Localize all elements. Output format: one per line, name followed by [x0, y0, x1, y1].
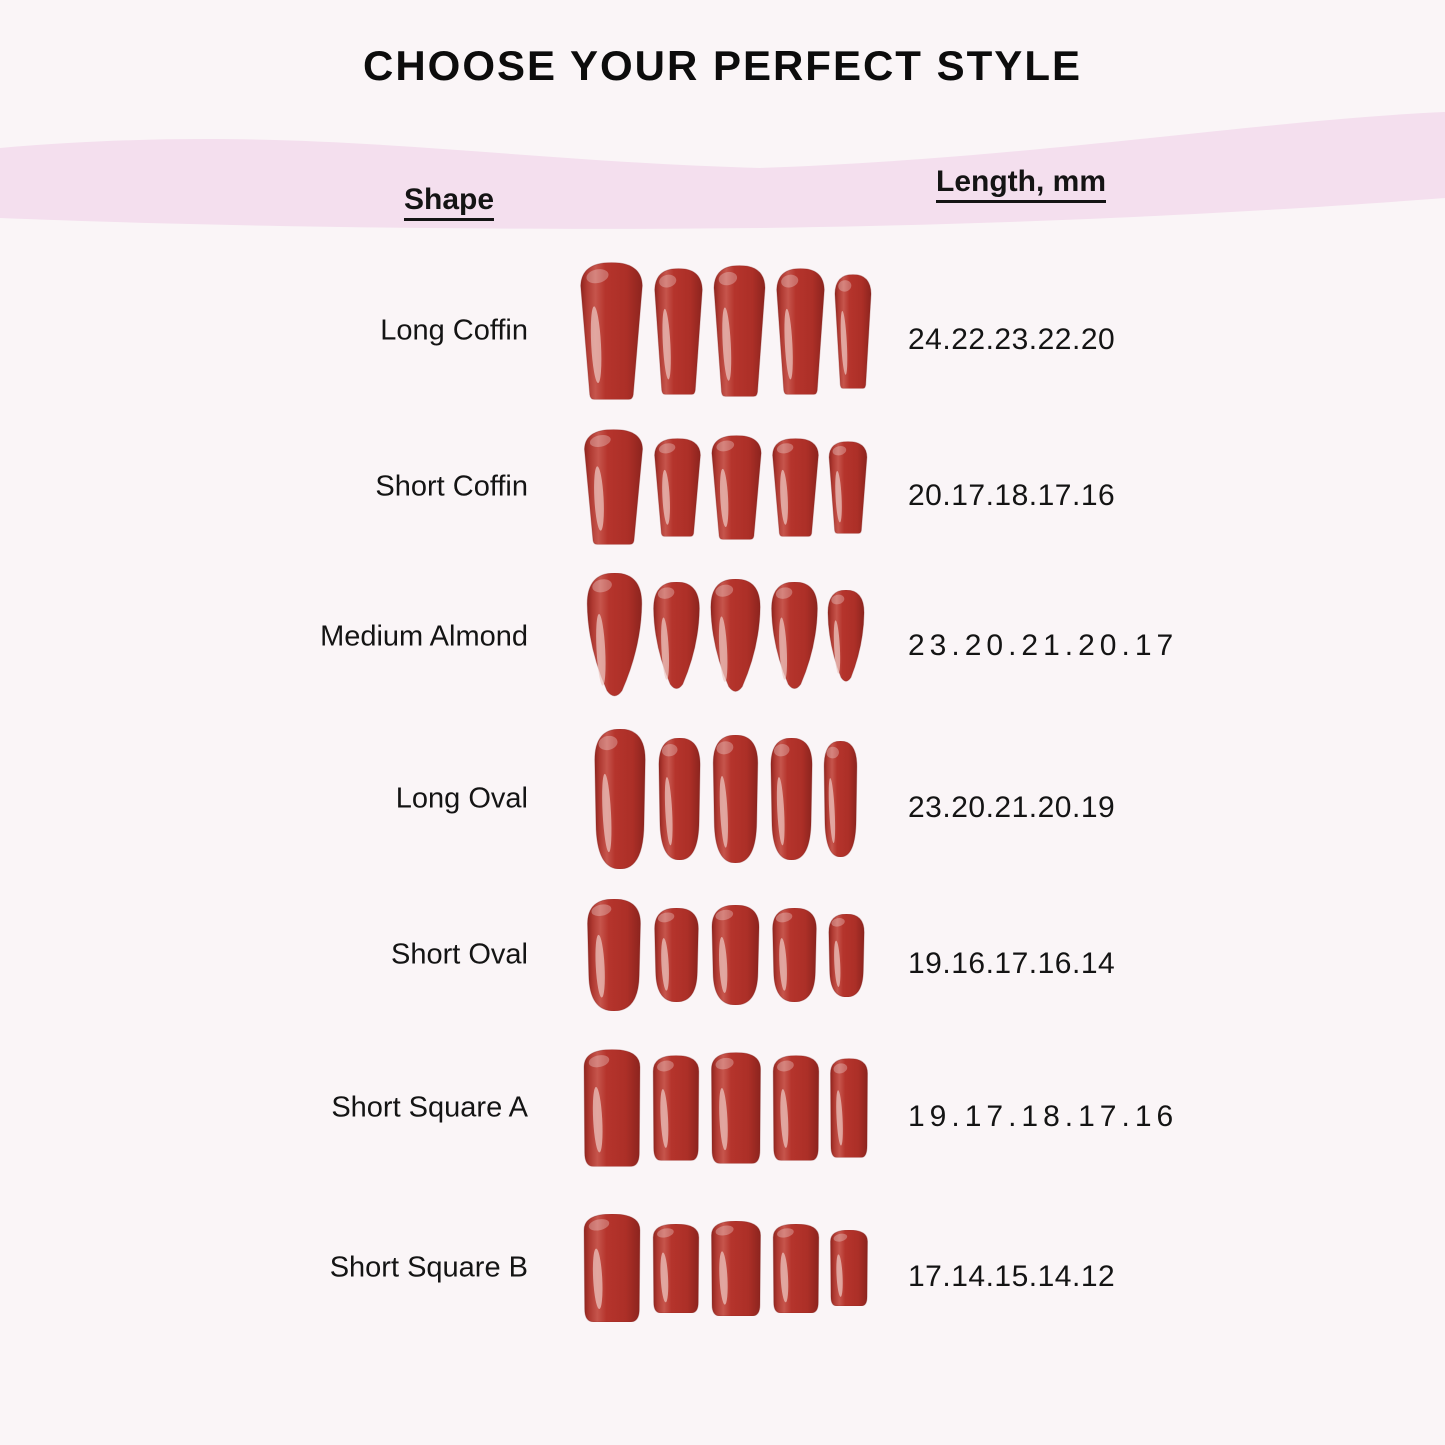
length-values: 17.14.15.14.12: [908, 1260, 1116, 1293]
nail-icon: [711, 905, 760, 1005]
nail-icon: [658, 738, 701, 860]
nail-icon: [830, 1230, 868, 1306]
nail-icon: [654, 268, 703, 394]
table-row: Short Square A 19.17.18.17.16: [0, 1049, 1445, 1167]
nail-icon: [654, 438, 701, 536]
nail-set-image: [581, 429, 870, 545]
nail-icon: [770, 738, 813, 860]
nail-icon: [830, 1058, 868, 1158]
nail-icon: [587, 899, 641, 1011]
column-header-shape: Shape: [403, 183, 495, 221]
nail-set-image: [583, 899, 868, 1011]
column-header-length: Length, mm: [936, 165, 1106, 203]
table-row: Long Coffin 24.22.23.22.20: [0, 262, 1445, 400]
shape-label: Short Square B: [329, 1251, 528, 1284]
page-title: CHOOSE YOUR PERFECT STYLE: [363, 42, 1082, 89]
length-values: 20.17.18.17.16: [908, 479, 1116, 512]
table-row: Long Oval 23.20.21.20.19: [0, 729, 1445, 869]
nail-set-image: [584, 573, 867, 701]
nail-icon: [772, 1223, 820, 1313]
nail-set-image: [590, 729, 860, 869]
nail-icon: [828, 441, 868, 533]
nail-icon: [583, 1214, 641, 1322]
shape-label: Short Coffin: [375, 470, 528, 503]
nail-icon: [583, 1049, 641, 1167]
nail-icon: [772, 438, 819, 536]
nail-icon: [654, 908, 699, 1002]
table-row: Short Square B 17.14.15.14.12: [0, 1214, 1445, 1322]
nail-icon: [827, 589, 865, 682]
nail-icon: [776, 268, 825, 394]
nail-icon: [580, 262, 643, 400]
nail-icon: [834, 274, 872, 388]
nail-icon: [594, 729, 646, 869]
nail-icon: [652, 1223, 700, 1313]
nail-set-image: [577, 262, 874, 400]
length-values: 19.16.17.16.14: [908, 947, 1116, 980]
nail-set-image: [580, 1214, 871, 1322]
shape-label: Long Oval: [395, 782, 528, 815]
shape-label: Long Coffin: [380, 314, 528, 347]
nail-icon: [823, 741, 858, 857]
nail-icon: [772, 1055, 820, 1161]
length-values: 23.20.21.20.17: [908, 629, 1179, 662]
nail-icon: [711, 435, 762, 539]
table-row: Short Coffin 20.17.18.17.16: [0, 429, 1445, 545]
table-row: Medium Almond 23.20.21.20.17: [0, 573, 1445, 701]
nail-icon: [583, 429, 644, 545]
nail-icon: [713, 265, 766, 397]
length-values: 23.20.21.20.19: [908, 791, 1116, 824]
nail-icon: [586, 573, 643, 697]
nail-icon: [652, 1055, 700, 1161]
nail-icon: [828, 913, 865, 997]
nail-icon: [710, 1220, 762, 1316]
nail-icon: [710, 578, 761, 692]
length-values: 19.17.18.17.16: [908, 1100, 1179, 1133]
nail-icon: [771, 581, 818, 689]
nail-set-image: [580, 1049, 871, 1167]
nail-icon: [653, 581, 700, 689]
nail-icon: [710, 1052, 762, 1164]
nail-icon: [712, 735, 759, 863]
length-values: 24.22.23.22.20: [908, 323, 1116, 356]
shape-label: Short Oval: [391, 938, 528, 971]
shape-label: Short Square A: [331, 1091, 528, 1124]
table-row: Short Oval 19.16.17.16.14: [0, 899, 1445, 1011]
shape-label: Medium Almond: [320, 620, 528, 653]
nail-icon: [772, 908, 817, 1002]
